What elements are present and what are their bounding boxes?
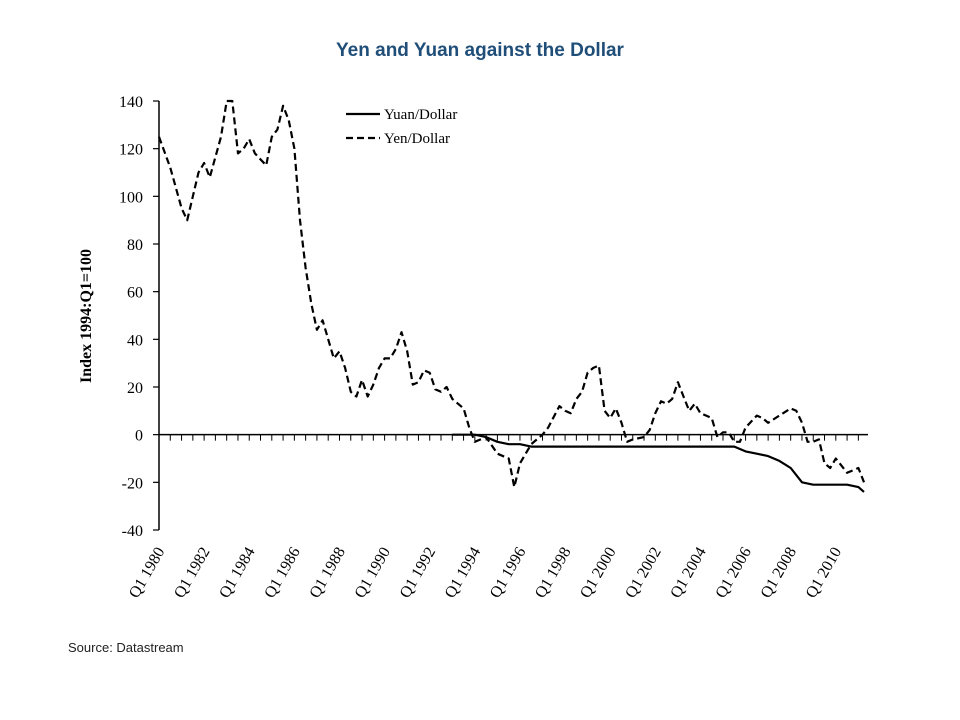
y-axis-ticks: -40 -20 0 20 40 60 80 100 120 140 [119, 94, 159, 540]
x-tick-label: Q1 1980 [126, 545, 169, 602]
legend-label: Yuan/Dollar [384, 107, 457, 123]
x-tick-label: Q1 1992 [397, 545, 440, 602]
x-tick-label: Q1 2002 [622, 545, 665, 602]
x-tick-label: Q1 2010 [803, 545, 846, 602]
y-tick-label: -20 [122, 475, 143, 492]
y-tick-label: 20 [127, 380, 143, 397]
x-tick-label: Q1 2008 [758, 545, 801, 602]
chart-axes [158, 101, 868, 530]
x-tick-label: Q1 2000 [577, 545, 620, 602]
x-axis-ticks: Q1 1980 Q1 1982 Q1 1984 Q1 1986 Q1 1988 Q1 19… [126, 434, 859, 602]
chart-legend: Yuan/Dollar Yen/Dollar [346, 107, 457, 147]
y-tick-label: 40 [127, 332, 143, 349]
y-tick-label: 100 [119, 189, 143, 206]
series-yen-dollar [157, 99, 866, 489]
series-yuan-dollar [452, 433, 865, 493]
x-tick-label: Q1 1988 [306, 545, 349, 602]
legend-label: Yen/Dollar [384, 131, 450, 147]
y-tick-label: -40 [122, 523, 143, 540]
series-lines [157, 99, 866, 493]
source-note: Source: Datastream [68, 640, 184, 655]
x-tick-label: Q1 1984 [216, 545, 259, 602]
y-tick-label: 60 [127, 285, 143, 302]
x-tick-label: Q1 1994 [442, 545, 485, 602]
x-tick-label: Q1 1998 [532, 545, 575, 602]
chart-title: Yen and Yuan against the Dollar [336, 40, 624, 61]
y-tick-label: 0 [135, 428, 143, 445]
x-tick-label: Q1 1982 [171, 545, 214, 602]
y-tick-label: 80 [127, 237, 143, 254]
x-tick-label: Q1 1990 [352, 545, 395, 602]
y-tick-label: 140 [119, 94, 143, 111]
y-tick-label: 120 [119, 142, 143, 159]
x-tick-label: Q1 2004 [667, 545, 710, 602]
x-tick-label: Q1 2006 [713, 545, 756, 602]
y-axis-label: Index 1994:Q1=100 [78, 249, 95, 383]
x-tick-label: Q1 1986 [261, 545, 304, 602]
x-tick-label: Q1 1996 [487, 545, 530, 602]
